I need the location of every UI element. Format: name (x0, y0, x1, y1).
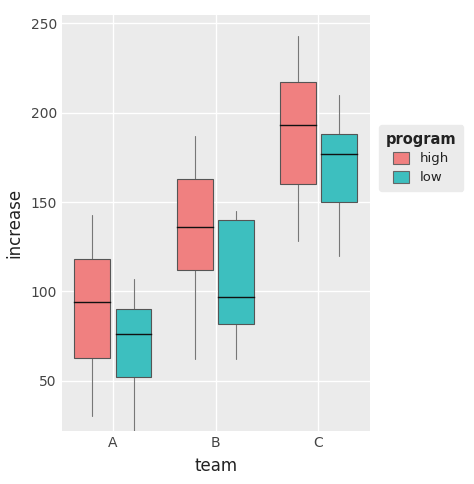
X-axis label: team: team (194, 456, 237, 475)
Bar (321, 134, 357, 202)
Bar (218, 220, 254, 324)
Bar (177, 179, 213, 270)
Legend: high, low: high, low (379, 125, 463, 191)
Bar (74, 259, 110, 358)
Bar (116, 309, 152, 377)
Bar (280, 82, 316, 184)
Y-axis label: increase: increase (5, 188, 23, 257)
